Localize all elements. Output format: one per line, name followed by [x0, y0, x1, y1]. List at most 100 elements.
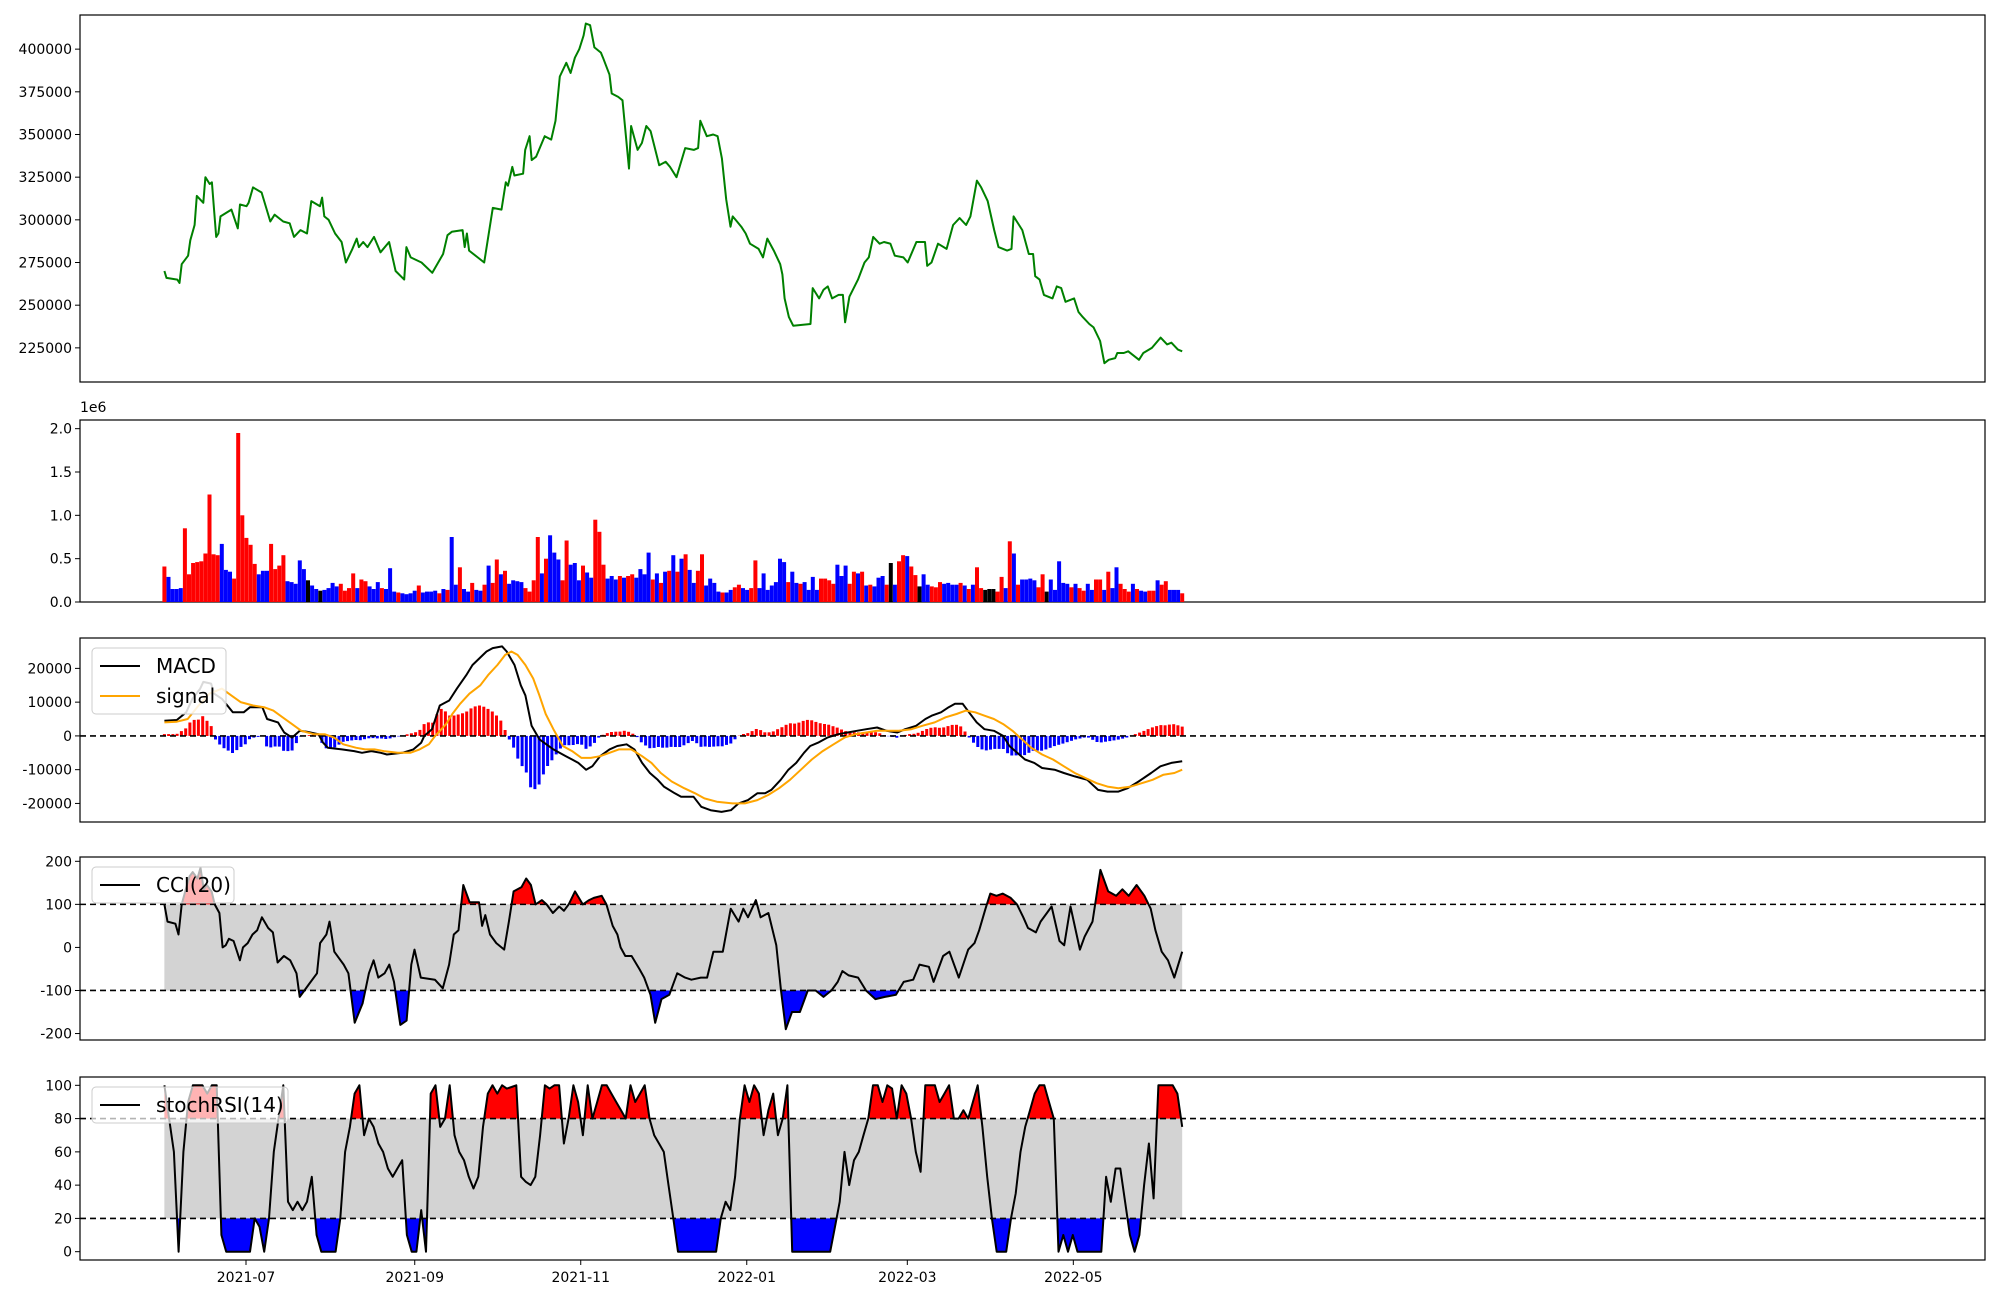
macd-histogram-bar — [571, 735, 575, 745]
macd-histogram-bar — [763, 732, 767, 736]
volume-bar — [318, 590, 323, 602]
volume-bar — [310, 585, 315, 602]
macd-histogram-bar — [214, 735, 217, 740]
y-tick-label: 225000 — [19, 341, 72, 357]
volume-bar — [745, 589, 750, 602]
volume-bar — [617, 576, 622, 602]
macd-histogram-bar — [1091, 735, 1095, 740]
macd-histogram-bar — [631, 733, 635, 736]
volume-bar — [1077, 588, 1082, 602]
y-tick-label: 100 — [45, 1078, 72, 1094]
volume-bar — [293, 583, 298, 602]
volume-bar — [433, 590, 438, 602]
macd-histogram-bar — [742, 734, 745, 736]
macd-histogram-bar — [699, 735, 703, 747]
volume-bar — [256, 574, 261, 602]
volume-bar — [790, 571, 795, 602]
volume-bar — [1057, 561, 1062, 602]
volume-bar — [765, 589, 770, 602]
volume-bar — [892, 584, 897, 602]
macd-histogram-bar — [754, 729, 758, 736]
volume-bar — [609, 576, 614, 602]
macd-histogram-bar — [1176, 725, 1180, 736]
volume-bar — [778, 558, 782, 602]
cci-panel: -200 -100 0 100 200 CCI(20) — [40, 854, 1986, 1043]
volume-bar — [839, 576, 844, 602]
volume-bar — [314, 589, 319, 602]
x-tick-label: 2022-03 — [878, 1270, 937, 1286]
macd-histogram-bar — [908, 734, 912, 736]
macd-histogram-bar — [695, 735, 699, 744]
x-tick-label: 2021-07 — [217, 1270, 276, 1286]
macd-histogram-bar — [478, 705, 481, 736]
macd-histogram-bar — [937, 727, 941, 736]
volume-bar — [515, 581, 520, 602]
macd-histogram-bar — [980, 735, 984, 750]
volume-bar — [297, 560, 302, 602]
volume-bar — [884, 584, 889, 602]
macd-histogram-bar — [209, 726, 213, 736]
volume-bar — [712, 582, 717, 602]
oversold-fill — [781, 990, 808, 1030]
stochrsi-panel: 0 20 40 60 80 100 stochRSI(14) — [45, 1076, 1986, 1261]
volume-bar — [240, 515, 245, 602]
macd-histogram-bar — [456, 714, 460, 736]
volume-bar — [1024, 579, 1029, 602]
macd-histogram-bar — [1018, 735, 1022, 756]
volume-bar — [909, 566, 914, 602]
macd-histogram-bar — [465, 711, 469, 736]
volume-bar — [888, 563, 893, 602]
y-tick-label: 0.5 — [50, 552, 72, 568]
volume-bar — [827, 580, 832, 602]
volume-bar — [1155, 580, 1160, 602]
volume-bar — [564, 540, 569, 602]
volume-bar — [1122, 589, 1127, 602]
macd-histogram-bar — [997, 735, 1001, 749]
macd-histogram-bar — [422, 724, 426, 736]
volume-bar — [650, 579, 655, 602]
oversold-fill — [220, 1218, 255, 1252]
macd-histogram-bar — [801, 720, 805, 736]
macd-histogram-bar — [1146, 729, 1150, 736]
macd-histogram-bar — [861, 732, 865, 736]
volume-bar — [1036, 587, 1041, 602]
macd-histogram-bar — [848, 731, 852, 736]
volume-bar — [544, 558, 548, 602]
indicator-legend: CCI(20) — [91, 866, 235, 904]
volume-bar — [548, 535, 553, 602]
macd-histogram-bar — [588, 735, 592, 747]
macd-histogram-bar — [955, 724, 958, 736]
volume-bar — [798, 583, 803, 602]
x-tick-label: 2022-01 — [718, 1270, 777, 1286]
volume-bar — [371, 589, 376, 602]
volume-bar — [248, 544, 253, 602]
volume-bar — [716, 591, 721, 602]
macd-histogram-bar — [746, 733, 750, 736]
volume-bar — [445, 589, 450, 602]
volume-bar — [1114, 567, 1119, 602]
volume-bar — [1167, 589, 1172, 602]
legend-label-macd: MACD — [156, 654, 216, 678]
neutral-band — [164, 1118, 1183, 1219]
volume-bar — [437, 593, 442, 602]
macd-histogram-bar — [1023, 735, 1027, 756]
price-panel: 225000 250000 275000 300000 325000 350000 3750… — [19, 14, 1986, 383]
macd-histogram-bar — [1180, 726, 1184, 736]
volume-bar — [979, 588, 984, 602]
macd-histogram-bar — [1057, 735, 1061, 745]
volume-bar — [1118, 583, 1123, 602]
volume-bar — [462, 589, 466, 602]
overbought-fill — [1027, 1085, 1054, 1119]
macd-histogram-bar — [1065, 735, 1069, 743]
macd-histogram-bar — [1172, 724, 1176, 736]
macd-histogram-bar — [222, 735, 226, 749]
overbought-fill — [429, 1085, 440, 1119]
volume-bar — [457, 567, 462, 602]
macd-histogram-bar — [771, 731, 775, 736]
macd-histogram-bar — [162, 734, 166, 736]
macd-histogram-bar — [563, 735, 567, 746]
macd-histogram-bar — [290, 735, 294, 751]
volume-bar — [232, 578, 237, 602]
volume-bar — [215, 555, 220, 602]
volume-bar — [482, 584, 487, 602]
